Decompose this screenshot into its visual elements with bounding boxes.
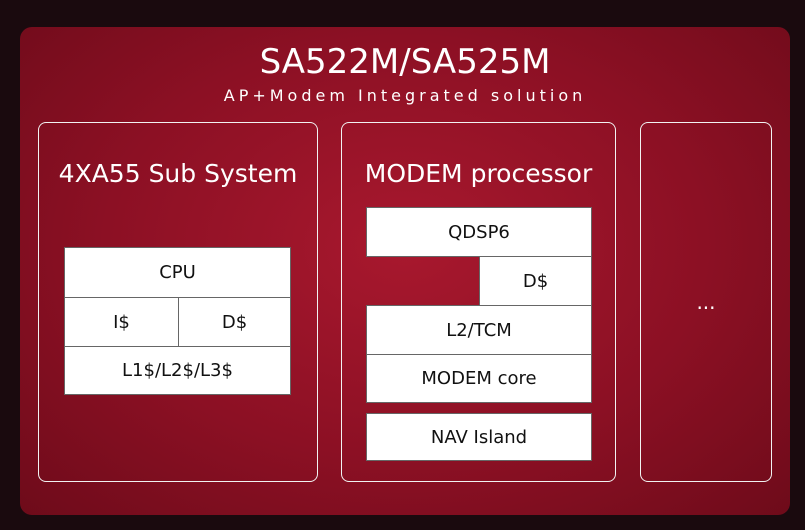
nav-island-block: NAV Island [366,413,592,461]
icache-block: I$ [64,297,179,347]
ap-subsystem-box: 4XA55 Sub System [38,122,318,482]
modem-dcache-block: D$ [479,256,592,306]
cpu-block: CPU [64,247,291,298]
qdsp6-block: QDSP6 [366,207,592,257]
l2-tcm-block: L2/TCM [366,305,592,355]
slide-subtitle: AP+Modem Integrated solution [223,86,587,105]
modem-box: MODEM processor [341,122,616,482]
ap-subsystem-title: 4XA55 Sub System [58,159,298,188]
cache-levels-block: L1$/L2$/L3$ [64,346,291,395]
ellipsis-label: ... [696,290,716,314]
slide-title: SA522M/SA525M [259,42,551,82]
dcache-block: D$ [178,297,291,347]
more-box: ... [640,122,772,482]
modem-title: MODEM processor [364,159,593,188]
modem-core-block: MODEM core [366,354,592,403]
